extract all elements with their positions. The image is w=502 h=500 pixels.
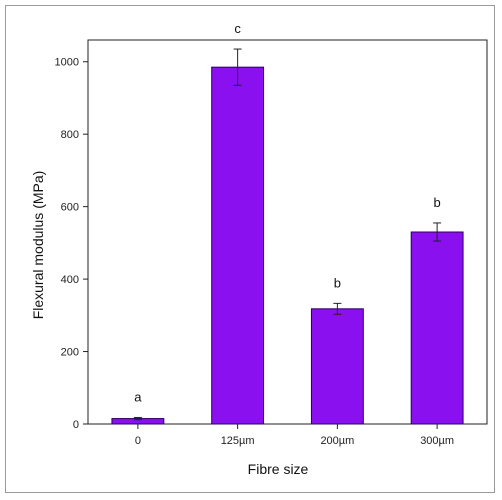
y-ticks: 0 200 400 600 800 1000: [55, 57, 88, 431]
x-tick-label: 300µm: [420, 435, 454, 447]
x-tick-label: 125µm: [221, 435, 255, 447]
y-tick-label: 1000: [55, 57, 79, 69]
x-tick-label: 0: [135, 435, 141, 447]
bars: [111, 66, 464, 425]
y-tick-label: 400: [61, 274, 79, 286]
bar: [310, 308, 364, 425]
y-tick-label: 200: [61, 347, 79, 359]
significance-letter: b: [434, 195, 441, 210]
x-tick-label: 200µm: [320, 435, 354, 447]
x-axis-label: Fibre size: [248, 461, 309, 477]
significance-letters: a c b b: [134, 21, 440, 404]
bar: [410, 231, 464, 425]
axes: [87, 39, 488, 425]
y-axis-label: Flexural modulus (MPa): [30, 171, 46, 320]
y-tick-label: 800: [61, 129, 79, 141]
bar: [211, 66, 265, 425]
significance-letter: c: [234, 21, 241, 36]
x-ticks: 0 125µm 200µm 300µm: [135, 424, 454, 447]
significance-letter: b: [334, 275, 341, 290]
significance-letter: a: [134, 389, 142, 404]
plot-area-border: [87, 39, 488, 425]
y-tick-label: 0: [73, 419, 79, 431]
y-tick-label: 600: [61, 202, 79, 214]
error-bars: [133, 48, 442, 421]
